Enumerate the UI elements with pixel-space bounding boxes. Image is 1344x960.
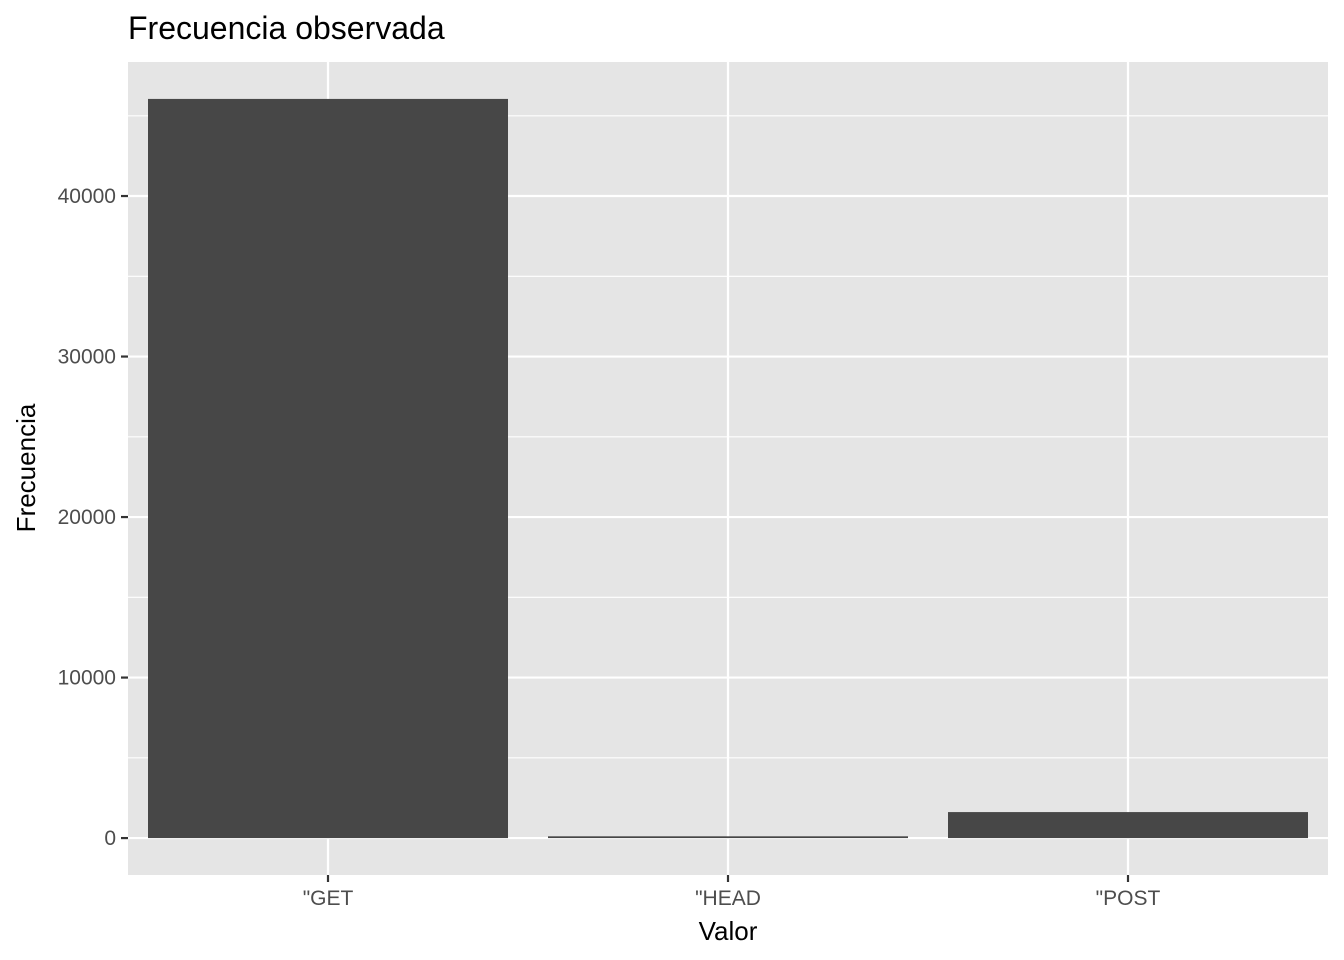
x-axis: "GET "HEAD "POST [303,875,1161,910]
y-tick-label: 40000 [58,185,116,208]
y-tick-label: 20000 [58,506,116,529]
y-axis-title: Frecuencia [11,403,41,532]
bar [948,812,1308,839]
y-tick-label: 10000 [58,667,116,690]
y-axis: 0 10000 20000 30000 40000 [58,185,128,850]
bar [148,98,508,839]
x-tick-label: "POST [1096,887,1161,910]
y-tick-label: 0 [104,827,116,850]
y-tick-label: 30000 [58,346,116,369]
bar [548,836,908,839]
x-tick-label: "HEAD [695,887,761,910]
bars [148,98,1308,839]
x-tick-label: "GET [303,887,354,910]
chart-title: Frecuencia observada [128,10,445,46]
x-axis-title: Valor [699,916,758,946]
